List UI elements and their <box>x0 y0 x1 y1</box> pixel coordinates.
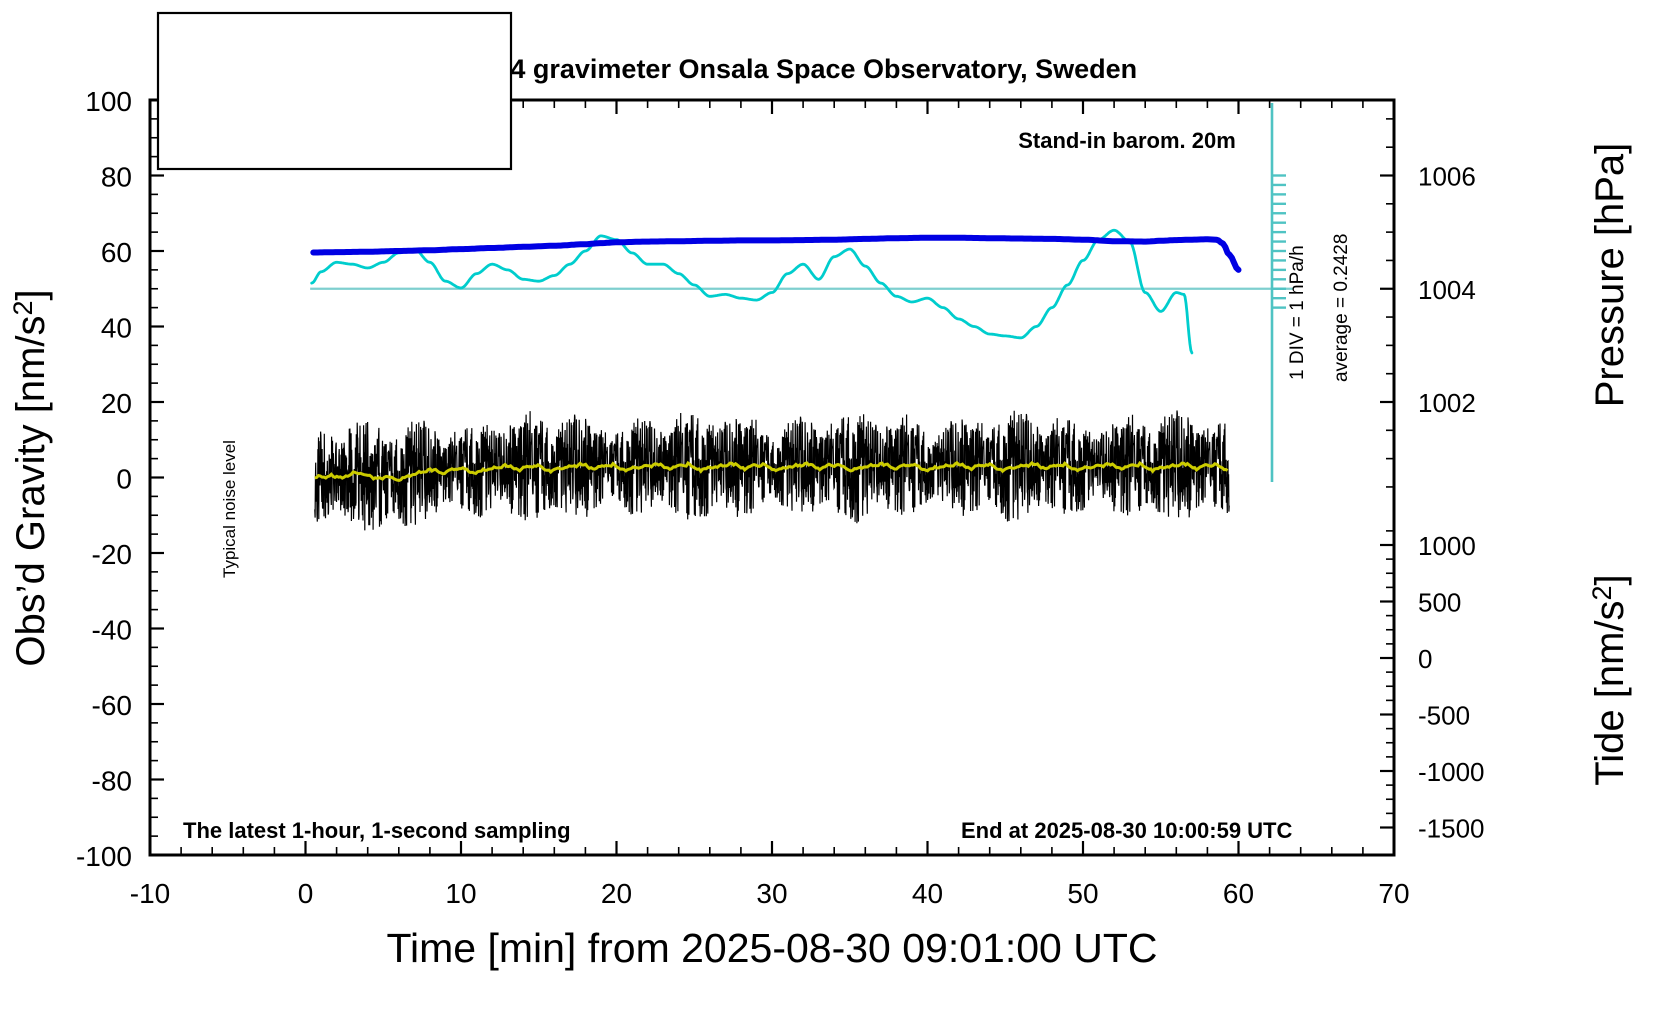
x-tick-label: 70 <box>1378 878 1409 909</box>
y-tick-label: -40 <box>92 615 132 646</box>
annotation-dpdt-average: average = 0.2428 <box>1331 234 1352 382</box>
y-tick-label: 60 <box>101 237 132 268</box>
y-tick-label: 40 <box>101 313 132 344</box>
x-tick-labels: -10 0 10 20 30 40 50 60 70 <box>130 878 1410 909</box>
right-pressure-tick-label: 1004 <box>1418 275 1476 305</box>
legend-box <box>156 11 513 171</box>
y-axis-title-left: Obs’d Gravity [nm/s2] <box>8 289 53 666</box>
y-tick-label: 100 <box>85 86 132 117</box>
right-tide-tick-label: 0 <box>1418 644 1432 674</box>
x-tick-label: 30 <box>756 878 787 909</box>
annotation-end-time: End at 2025-08-30 10:00:59 UTC <box>961 818 1292 843</box>
annotation-div-scale: 1 DIV = 1 hPa/h <box>1287 245 1308 380</box>
dpdt-div-axis <box>1270 103 1286 482</box>
x-tick-label: -10 <box>130 878 170 909</box>
y-axis-title-right-pressure: Pressure [hPa] <box>1588 143 1632 408</box>
x-axis-title: Time [min] from 2025-08-30 09:01:00 UTC <box>387 925 1158 971</box>
data-area <box>310 228 1293 531</box>
y-tick-label: -20 <box>92 539 132 570</box>
x-tick-label: 50 <box>1067 878 1098 909</box>
y-tick-label: 80 <box>101 162 132 193</box>
x-tick-label: 10 <box>445 878 476 909</box>
y-tick-label: 20 <box>101 388 132 419</box>
y-tick-labels-left: -100 -80 -60 -40 -20 0 20 40 60 80 100 <box>76 86 132 872</box>
y-axis-ticks-left <box>150 98 164 857</box>
x-tick-label: 60 <box>1223 878 1254 909</box>
residual-smoothed-trace <box>314 460 1229 483</box>
y-axis-ticks-right <box>1380 118 1394 829</box>
right-tide-tick-label: -500 <box>1418 701 1470 731</box>
dpdt-trace <box>310 228 1194 355</box>
y-axis-title-left-text: Obs’d Gravity [nm/s <box>9 315 53 666</box>
text-layer: SCG_054 gravimeter Onsala Space Observat… <box>8 54 1632 971</box>
right-pressure-tick-label: 1002 <box>1418 388 1476 418</box>
legend[interactable] <box>156 11 513 171</box>
annotation-stand-in-barom: Stand-in barom. 20m <box>1018 128 1236 153</box>
pressure-trace <box>310 234 1242 273</box>
annotation-sampling-note: The latest 1-hour, 1-second sampling <box>183 818 571 843</box>
right-tide-tick-label: 1000 <box>1418 531 1476 561</box>
x-tick-label: 20 <box>601 878 632 909</box>
y-tick-label: 0 <box>116 464 132 495</box>
y-tick-labels-right: 1002 1004 1006 -1500 -1000 -500 0 500 1000 <box>1418 162 1485 844</box>
x-tick-label: 40 <box>912 878 943 909</box>
right-tide-tick-label: -1500 <box>1418 814 1485 844</box>
right-tide-tick-label: -1000 <box>1418 757 1485 787</box>
right-pressure-tick-label: 1006 <box>1418 162 1476 192</box>
x-tick-label: 0 <box>298 878 314 909</box>
annotation-typical-noise-level: Typical noise level <box>220 440 239 578</box>
right-tide-tick-label: 500 <box>1418 588 1461 618</box>
y-tick-label: -100 <box>76 841 132 872</box>
y-tick-label: -60 <box>92 690 132 721</box>
y-tick-label: -80 <box>92 766 132 797</box>
y-axis-title-right-tide: Tide [nm/s2] <box>1587 574 1632 785</box>
residual-trace <box>314 410 1230 531</box>
chart-title: SCG_054 gravimeter Onsala Space Observat… <box>407 54 1137 84</box>
